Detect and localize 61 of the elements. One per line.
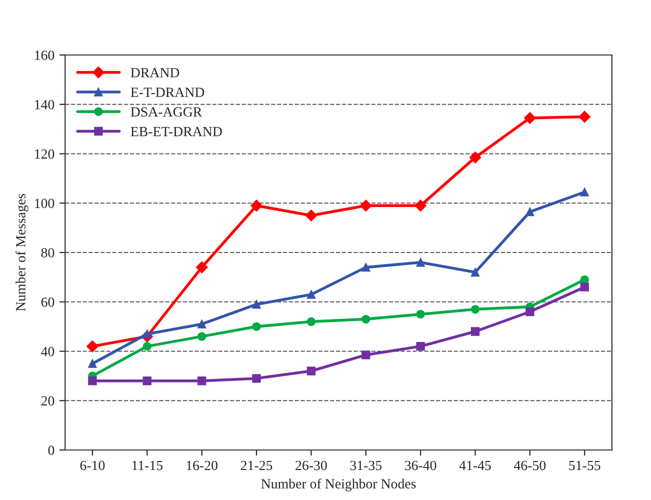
point [86,340,98,352]
x-tick-label: 6-10 [80,460,105,470]
point [197,376,206,386]
y-tick-label: 0 [48,446,54,455]
point [416,342,425,351]
point [252,300,261,309]
y-tick-label: 100 [35,198,54,208]
x-tick-label: 11-15 [132,460,163,470]
point [252,374,261,383]
y-tick-label: 120 [35,149,54,159]
legend-label: E-T-DRAND [130,88,204,97]
y-tick-label: 20 [41,396,54,406]
point [252,322,261,331]
x-tick-label: 16-20 [186,460,218,470]
y-tick-label: 140 [35,100,54,110]
x-tick-label: 26-30 [296,460,327,470]
point [142,342,152,351]
point [470,327,480,336]
point [470,304,480,314]
point [580,188,589,196]
point [142,330,152,338]
y-tick-label: 40 [41,346,54,356]
point [306,366,316,376]
y-axis-title: Number of Messages [16,194,28,312]
point [197,332,206,341]
point [524,112,536,124]
point [306,290,316,299]
point [196,261,208,274]
point [416,310,425,319]
point [306,317,316,326]
point [362,350,370,360]
point [470,268,480,277]
point [88,376,97,386]
point [416,258,425,267]
x-tick-label: 36-40 [405,460,436,470]
x-tick-label: 41-45 [459,460,491,470]
x-tick-label: 21-25 [240,460,272,470]
x-tick-label: 51-55 [569,460,600,470]
point [362,314,370,324]
x-tick-label: 31-35 [350,460,382,470]
x-tick-label: 46-50 [514,460,546,470]
point [526,207,534,216]
point [88,359,97,368]
point [580,282,589,292]
legend-label: EB-ET-DRAND [130,126,222,136]
y-tick-label: 160 [35,50,54,60]
point [469,152,482,164]
point [250,200,262,212]
point [197,320,206,328]
x-axis-title: Number of Neighbor Nodes [261,478,416,492]
point [360,200,372,212]
point [362,262,370,272]
point [142,376,152,386]
y-tick-label: 80 [41,248,54,258]
y-tick-label: 60 [41,297,54,307]
point [578,110,591,123]
point [526,307,534,316]
legend-label: DRAND [130,68,180,78]
legend-label: DSA-AGGR [130,107,202,117]
point [414,200,426,212]
point [305,210,318,222]
